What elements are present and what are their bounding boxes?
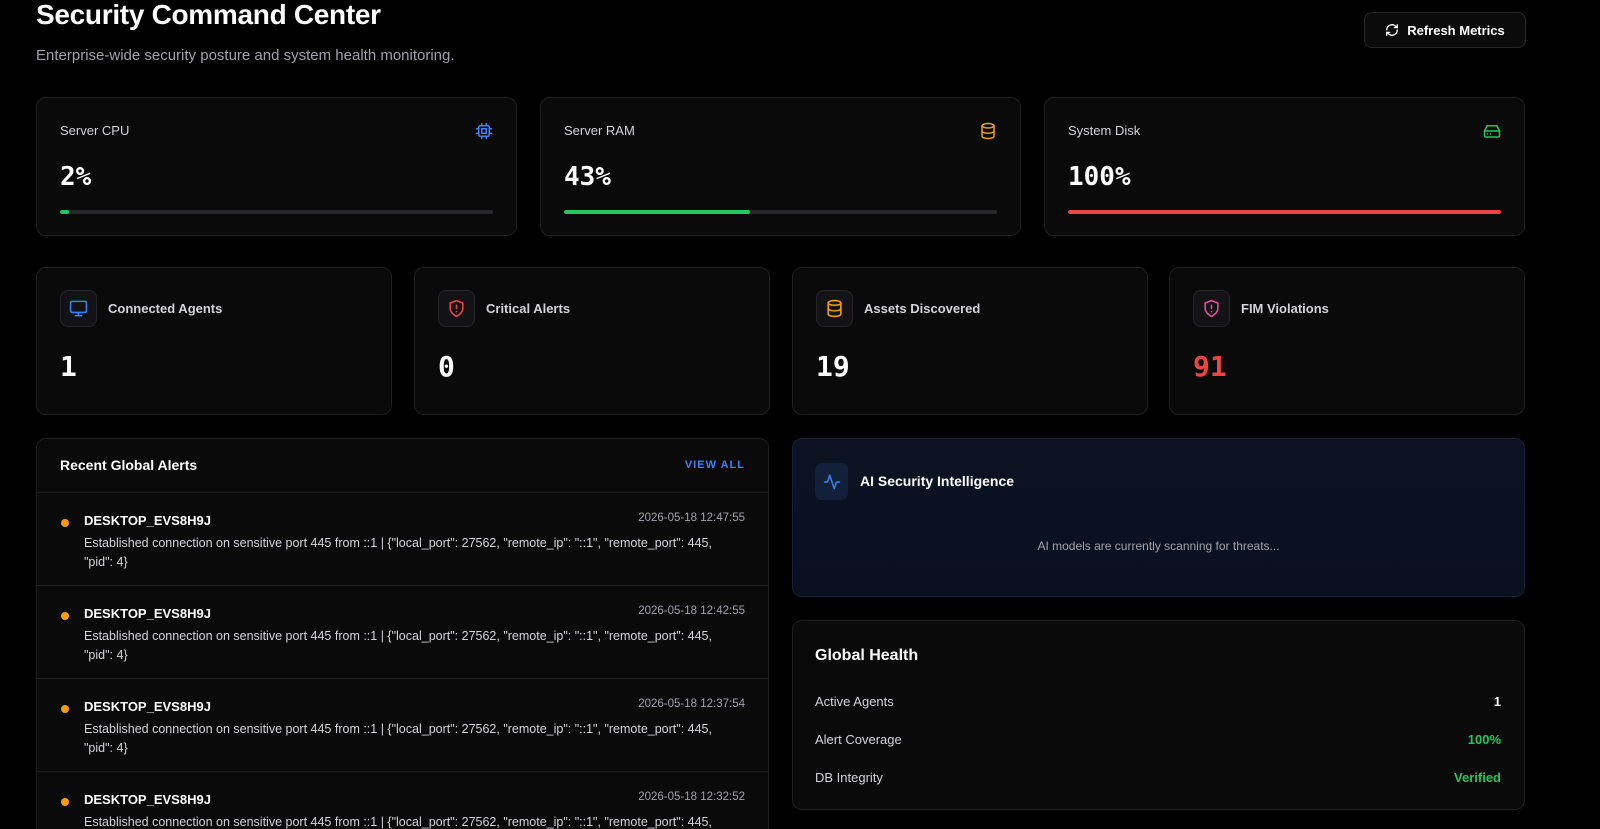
view-all-link[interactable]: VIEW ALL (684, 459, 745, 471)
metric-progress-track (60, 210, 493, 214)
stat-card-critical-alerts: Critical Alerts 0 (414, 267, 770, 415)
metric-value: 43% (564, 162, 611, 192)
alert-timestamp: 2026-05-18 12:32:52 (638, 791, 745, 803)
cpu-icon (475, 122, 493, 140)
recent-alerts-header: Recent Global Alerts VIEW ALL (37, 439, 768, 493)
alert-severity-dot (61, 519, 69, 527)
metric-label: System Disk (1068, 123, 1141, 138)
stat-value: 91 (1193, 350, 1227, 383)
alert-host: DESKTOP_EVS8H9J (84, 606, 211, 621)
hard-drive-icon (1483, 125, 1501, 138)
database-icon (827, 299, 842, 318)
shield-alert-icon (1204, 299, 1219, 318)
alert-row[interactable]: DESKTOP_EVS8H9J 2026-05-18 12:47:55 Esta… (37, 493, 768, 586)
stat-icon-box (1193, 290, 1230, 327)
stat-card-fim-violations: FIM Violations 91 (1169, 267, 1525, 415)
alert-message: Established connection on sensitive port… (84, 722, 712, 755)
activity-icon (823, 474, 840, 489)
stat-card-assets-discovered: Assets Discovered 19 (792, 267, 1148, 415)
database-icon (981, 122, 995, 140)
stat-value: 1 (60, 350, 77, 383)
alert-timestamp: 2026-05-18 12:37:54 (638, 698, 745, 710)
alert-host: DESKTOP_EVS8H9J (84, 513, 211, 528)
metric-card-cpu: Server CPU 2% (36, 97, 517, 236)
ai-icon-box (815, 463, 848, 500)
stat-icon-box (816, 290, 853, 327)
health-value: Verified (1454, 769, 1501, 785)
stat-value: 0 (438, 350, 455, 383)
refresh-metrics-button[interactable]: Refresh Metrics (1364, 12, 1526, 48)
metric-label: Server RAM (564, 123, 635, 138)
stat-value: 19 (816, 350, 850, 383)
page-subtitle: Enterprise-wide security posture and sys… (36, 47, 455, 64)
recent-alerts-panel: Recent Global Alerts VIEW ALL DESKTOP_EV… (36, 438, 769, 829)
metric-value: 100% (1068, 162, 1131, 192)
stat-label: FIM Violations (1241, 301, 1329, 316)
stat-card-connected-agents: Connected Agents 1 (36, 267, 392, 415)
health-row-alert-coverage: Alert Coverage 100% (815, 729, 1501, 749)
alert-message: Established connection on sensitive port… (84, 629, 712, 662)
stat-icon-box (60, 290, 97, 327)
health-value: 100% (1467, 731, 1501, 747)
stat-icon-box (438, 290, 475, 327)
refresh-metrics-label: Refresh Metrics (1407, 22, 1505, 38)
metric-value: 2% (60, 162, 92, 192)
ai-intelligence-title: AI Security Intelligence (860, 473, 1015, 489)
stat-label: Critical Alerts (486, 301, 571, 316)
health-label: DB Integrity (815, 769, 883, 785)
recent-alerts-title: Recent Global Alerts (60, 457, 198, 473)
stat-label: Assets Discovered (864, 301, 981, 316)
health-value: 1 (1493, 693, 1501, 709)
alert-host: DESKTOP_EVS8H9J (84, 699, 211, 714)
health-label: Alert Coverage (815, 731, 902, 747)
alert-row[interactable]: DESKTOP_EVS8H9J 2026-05-18 12:37:54 Esta… (37, 679, 768, 772)
alert-severity-dot (61, 612, 69, 620)
metric-progress-track (1068, 210, 1501, 214)
metric-progress-fill (60, 210, 69, 214)
stat-label: Connected Agents (108, 301, 223, 316)
ai-intelligence-panel: AI Security Intelligence AI models are c… (792, 438, 1525, 597)
alert-message: Established connection on sensitive port… (84, 536, 712, 569)
alert-row[interactable]: DESKTOP_EVS8H9J 2026-05-18 12:42:55 Esta… (37, 586, 768, 679)
health-label: Active Agents (815, 693, 894, 709)
alert-severity-dot (61, 798, 69, 806)
metric-card-ram: Server RAM 43% (540, 97, 1021, 236)
metric-progress-track (564, 210, 997, 214)
metric-label: Server CPU (60, 123, 130, 138)
shield-alert-icon (449, 299, 464, 318)
refresh-icon (1386, 24, 1399, 36)
alert-severity-dot (61, 705, 69, 713)
alert-timestamp: 2026-05-18 12:42:55 (638, 605, 745, 617)
health-row-db-integrity: DB Integrity Verified (815, 767, 1501, 787)
alert-host: DESKTOP_EVS8H9J (84, 792, 211, 807)
monitor-icon (69, 300, 88, 317)
metric-progress-fill (1068, 210, 1501, 214)
alert-timestamp: 2026-05-18 12:47:55 (638, 512, 745, 524)
global-health-panel: Global Health Active Agents 1 Alert Cove… (792, 620, 1525, 810)
metric-card-disk: System Disk 100% (1044, 97, 1525, 236)
health-row-active-agents: Active Agents 1 (815, 691, 1501, 711)
alert-message: Established connection on sensitive port… (84, 815, 712, 829)
metric-progress-fill (564, 210, 751, 214)
alert-row[interactable]: DESKTOP_EVS8H9J 2026-05-18 12:32:52 Esta… (37, 772, 768, 829)
page-title: Security Command Center (36, 0, 381, 30)
ai-status-text: AI models are currently scanning for thr… (1037, 539, 1280, 553)
global-health-title: Global Health (815, 647, 919, 664)
